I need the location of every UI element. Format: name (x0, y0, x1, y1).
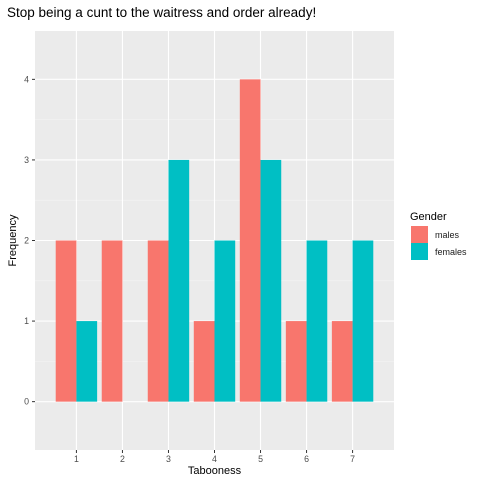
bars (55, 79, 374, 402)
bar-females-6 (306, 240, 328, 402)
x-tick-label: 5 (258, 454, 263, 464)
legend-label-females: females (435, 247, 467, 257)
bar-males-7 (331, 321, 353, 402)
x-axis: 1 2 3 4 5 6 7 (74, 450, 355, 464)
bar-males-3 (147, 240, 169, 402)
bar-males-2 (101, 240, 123, 402)
legend-key-females (411, 243, 428, 260)
x-tick-label: 2 (120, 454, 125, 464)
y-tick-label: 1 (24, 316, 29, 326)
legend-key-males (411, 226, 428, 243)
x-tick-label: 7 (350, 454, 355, 464)
legend-label-males: males (435, 230, 460, 240)
bar-females-1 (76, 321, 98, 402)
x-tick-label: 4 (212, 454, 217, 464)
bar-males-5 (239, 79, 261, 402)
y-tick-label: 3 (24, 155, 29, 165)
bar-females-5 (260, 159, 282, 402)
bar-females-4 (214, 240, 236, 402)
y-tick-label: 2 (24, 236, 29, 246)
bar-males-1 (55, 240, 77, 402)
y-tick-label: 0 (24, 397, 29, 407)
legend: Gender males females (410, 211, 467, 260)
bar-females-7 (352, 240, 374, 402)
x-tick-label: 1 (74, 454, 79, 464)
bar-males-4 (193, 321, 215, 402)
bar-males-6 (285, 321, 307, 402)
y-axis-label: Frequency (7, 214, 19, 266)
bar-females-3 (168, 159, 190, 402)
chart-title: Stop being a cunt to the waitress and or… (7, 5, 316, 20)
x-tick-label: 6 (304, 454, 309, 464)
y-tick-label: 4 (24, 74, 29, 84)
x-tick-label: 3 (166, 454, 171, 464)
x-axis-label: Tabooness (188, 465, 242, 477)
legend-title: Gender (410, 211, 447, 223)
y-axis: 0 1 2 3 4 (24, 74, 35, 407)
